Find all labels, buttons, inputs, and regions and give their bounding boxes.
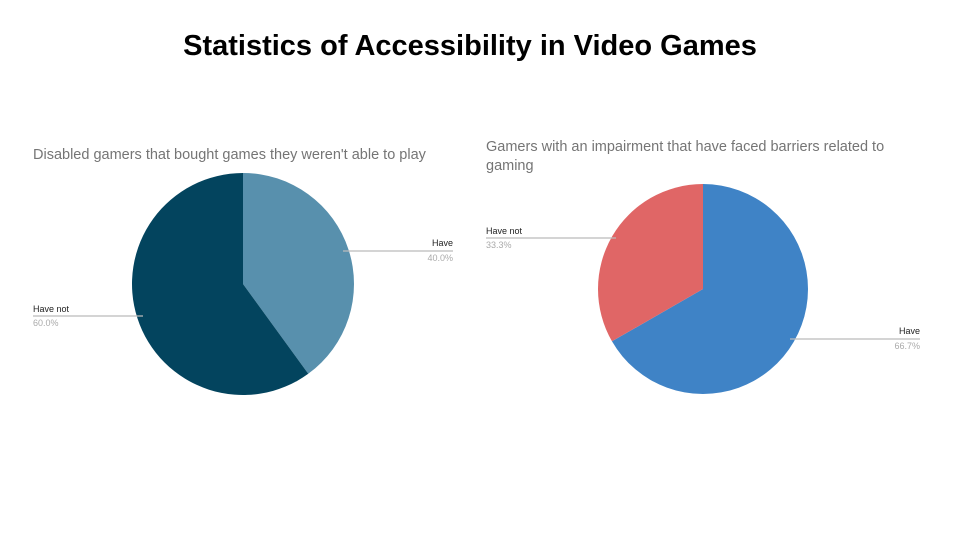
pie-slice-have: [243, 173, 354, 374]
chart-1-pct-havenot: 60.0%: [33, 318, 59, 328]
chart-1-label-have: Have: [431, 238, 453, 248]
chart-1-pie: [131, 173, 354, 396]
chart-1-pct-have: 40.0%: [427, 253, 453, 263]
pie-slice-have-not: [597, 184, 703, 342]
chart-2-pct-havenot: 33.3%: [486, 240, 512, 250]
chart-1-title: Disabled gamers that bought games they w…: [33, 147, 426, 163]
chart-2-label-havenot: Have not: [486, 226, 523, 236]
slide-title: Statistics of Accessibility in Video Gam…: [183, 30, 757, 62]
chart-2-label-have: Have: [898, 326, 920, 336]
chart-2-pct-have: 66.7%: [894, 341, 920, 351]
chart-2-title: Gamers with an impairment that have face…: [486, 139, 885, 174]
chart-1-label-havenot: Have not: [33, 304, 70, 314]
pie-slice-have: [611, 184, 808, 395]
pie-slice-have-not: [131, 173, 309, 396]
chart-2-pie: [597, 184, 808, 395]
